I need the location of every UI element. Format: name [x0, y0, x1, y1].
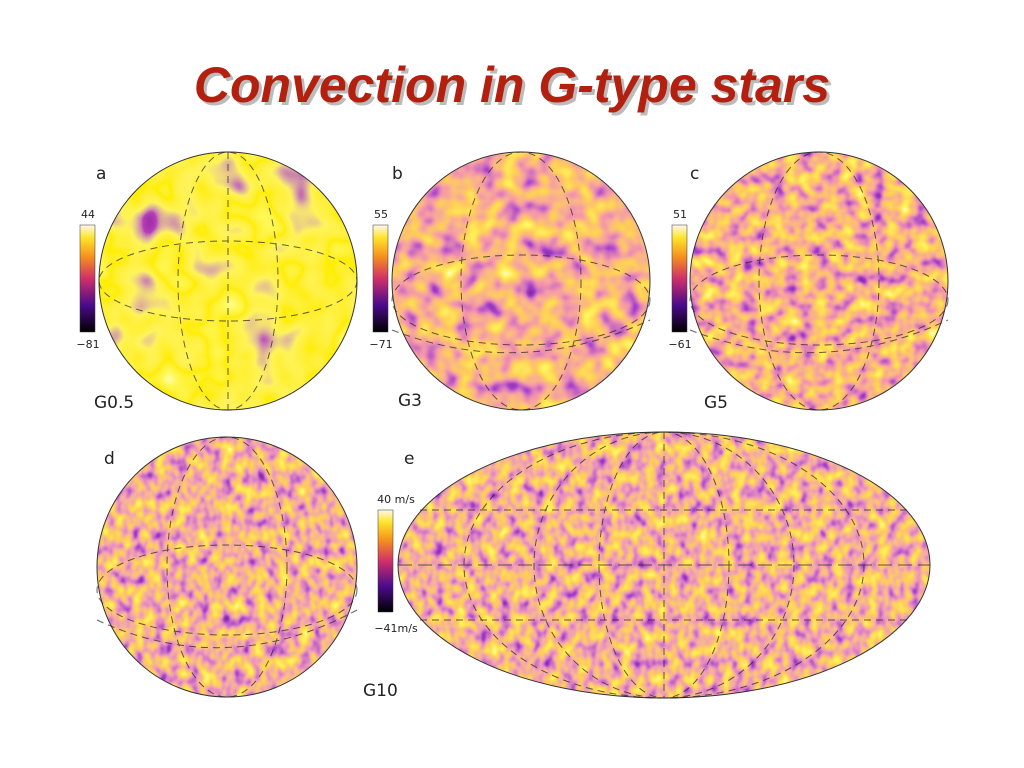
panel-letter: b	[392, 164, 403, 184]
colorbar	[671, 224, 688, 333]
colorbar-max: 40 m/s	[377, 493, 415, 506]
colorbar-max: 55	[374, 208, 388, 221]
panel-letter: d	[104, 449, 115, 469]
grid	[391, 151, 651, 411]
title-shadow: Convection in G-type stars	[197, 60, 833, 116]
sphere-b	[392, 152, 650, 410]
colorbar-min: −41m/s	[374, 622, 418, 635]
panel-letter: e	[404, 449, 414, 469]
colorbar-max: 51	[673, 208, 687, 221]
title: Convection in G-type stars	[194, 57, 830, 113]
colorbar	[377, 509, 394, 613]
grid	[689, 151, 949, 411]
grid	[98, 151, 358, 411]
colorbar-max: 44	[81, 208, 95, 221]
grid	[398, 431, 930, 699]
sphere-d	[97, 437, 357, 697]
grid	[96, 436, 358, 698]
star-label: G0.5	[94, 393, 134, 413]
panel-letter: c	[690, 164, 699, 184]
star-label: G10	[363, 681, 398, 701]
colorbar-min: −81	[76, 338, 99, 351]
sphere-c	[690, 152, 948, 410]
colorbar-min: −71	[369, 338, 392, 351]
star-label: G5	[704, 393, 728, 413]
colorbar-min: −61	[668, 338, 691, 351]
colorbar	[372, 224, 389, 333]
star-label: G3	[398, 391, 422, 411]
colorbar	[79, 224, 96, 333]
panel-letter: a	[96, 164, 106, 184]
